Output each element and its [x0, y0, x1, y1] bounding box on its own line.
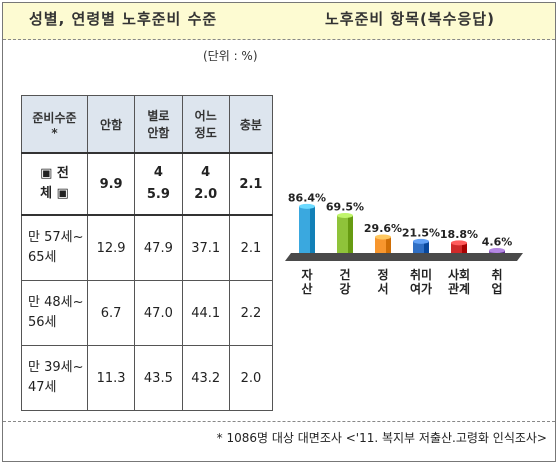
header-col-little: 별로 안함	[134, 95, 183, 154]
bar-취미여가	[413, 241, 429, 253]
cell-col-enough: 2.2	[228, 280, 274, 346]
cell-col-enough: 2.1	[228, 214, 274, 281]
cell-col-little: 47.9	[134, 214, 183, 281]
category-label: 정	[377, 267, 388, 282]
chart-floor	[285, 253, 523, 261]
header-band: 성별, 연령별 노후준비 수준 노후준비 항목(복수응답)	[3, 3, 555, 40]
cell-col-enough: 2.0	[228, 345, 274, 411]
table-header-row: 준비수준 * 안함 별로 안함 어느 정도 충분	[21, 95, 274, 154]
cell-col-some: 37.1	[181, 214, 230, 281]
table-section-title: 성별, 연령별 노후준비 수준	[29, 10, 218, 28]
category-label: 서	[377, 281, 388, 296]
cell-col-enough: 2.1	[228, 152, 274, 216]
header-col-enough: 충분	[228, 95, 274, 154]
row-label: 만 57세~ 65세	[21, 214, 88, 281]
bar-top	[375, 234, 391, 240]
unit-label: (단위 : %)	[203, 49, 258, 63]
bar-side	[310, 206, 315, 253]
cell-col-some: 4 2.0	[181, 152, 230, 216]
bar-value-label: 86.4%	[288, 191, 326, 204]
bar-side	[386, 237, 391, 253]
category-label: 강	[339, 282, 350, 296]
bar-top	[489, 248, 505, 254]
chart-section-title: 노후준비 항목(복수응답)	[325, 10, 495, 28]
bar-value-label: 21.5%	[402, 226, 440, 239]
row-label: 만 48세~ 56세	[21, 280, 88, 346]
category-label: 사회	[448, 267, 470, 282]
category-label: 취	[491, 267, 502, 282]
cell-col-little: 43.5	[134, 345, 183, 411]
bar-top	[413, 238, 429, 244]
header-col-level: 준비수준 *	[21, 95, 88, 154]
retirement-items-bar-chart: 86.4%69.5%29.6% 21.5% 18.8% 4.6% 자산 건강 정서 취미여가…	[285, 191, 523, 296]
source-footnote: * 1086명 대상 대면조사 <'11. 복지부 저출산.고령화 인식조사>	[216, 431, 547, 445]
bar-side	[348, 215, 353, 253]
header-col-some: 어느 정도	[181, 95, 230, 154]
header-col-none: 안함	[86, 95, 136, 154]
category-label: 자	[301, 267, 312, 282]
category-label: 여가	[410, 281, 432, 296]
cell-col-little: 47.0	[134, 280, 183, 346]
cell-col-some: 43.2	[181, 345, 230, 411]
category-label: 산	[301, 281, 312, 296]
bars-layer: 86.4%69.5%29.6% 21.5% 18.8% 4.6%	[285, 191, 523, 261]
bar-value-label: 69.5%	[326, 200, 364, 213]
bar-value-label: 29.6%	[364, 222, 402, 235]
category-label: 취미	[410, 267, 432, 282]
cell-col-none: 12.9	[86, 214, 136, 281]
cell-col-none: 11.3	[86, 345, 136, 411]
category-label: 건	[339, 267, 350, 282]
bar-value-label: 18.8%	[440, 228, 478, 241]
row-label: 만 39세~ 47세	[21, 345, 88, 411]
bar-side	[424, 241, 429, 253]
cell-col-little: 4 5.9	[134, 152, 183, 216]
cell-col-none: 9.9	[86, 152, 136, 216]
category-label: 관계	[448, 281, 470, 296]
bar-value-label: 4.6%	[482, 236, 513, 249]
cell-col-none: 6.7	[86, 280, 136, 346]
bar-top	[451, 240, 467, 246]
category-label: 업	[491, 282, 502, 296]
bar-사회관계	[451, 242, 467, 253]
footer-divider	[3, 421, 555, 422]
infographic-frame: 성별, 연령별 노후준비 수준 노후준비 항목(복수응답) (단위 : %) 준…	[2, 2, 556, 462]
bar-top	[299, 203, 315, 209]
bar-top	[337, 212, 353, 218]
table-row: 만 48세~ 56세 6.7 47.0 44.1 2.2	[21, 280, 274, 346]
cell-col-some: 44.1	[181, 280, 230, 346]
table-row: 만 39세~ 47세 11.3 43.5 43.2 2.0	[21, 345, 274, 411]
bar-side	[462, 242, 467, 253]
table-row: 만 57세~ 65세 12.9 47.9 37.1 2.1	[21, 214, 274, 281]
